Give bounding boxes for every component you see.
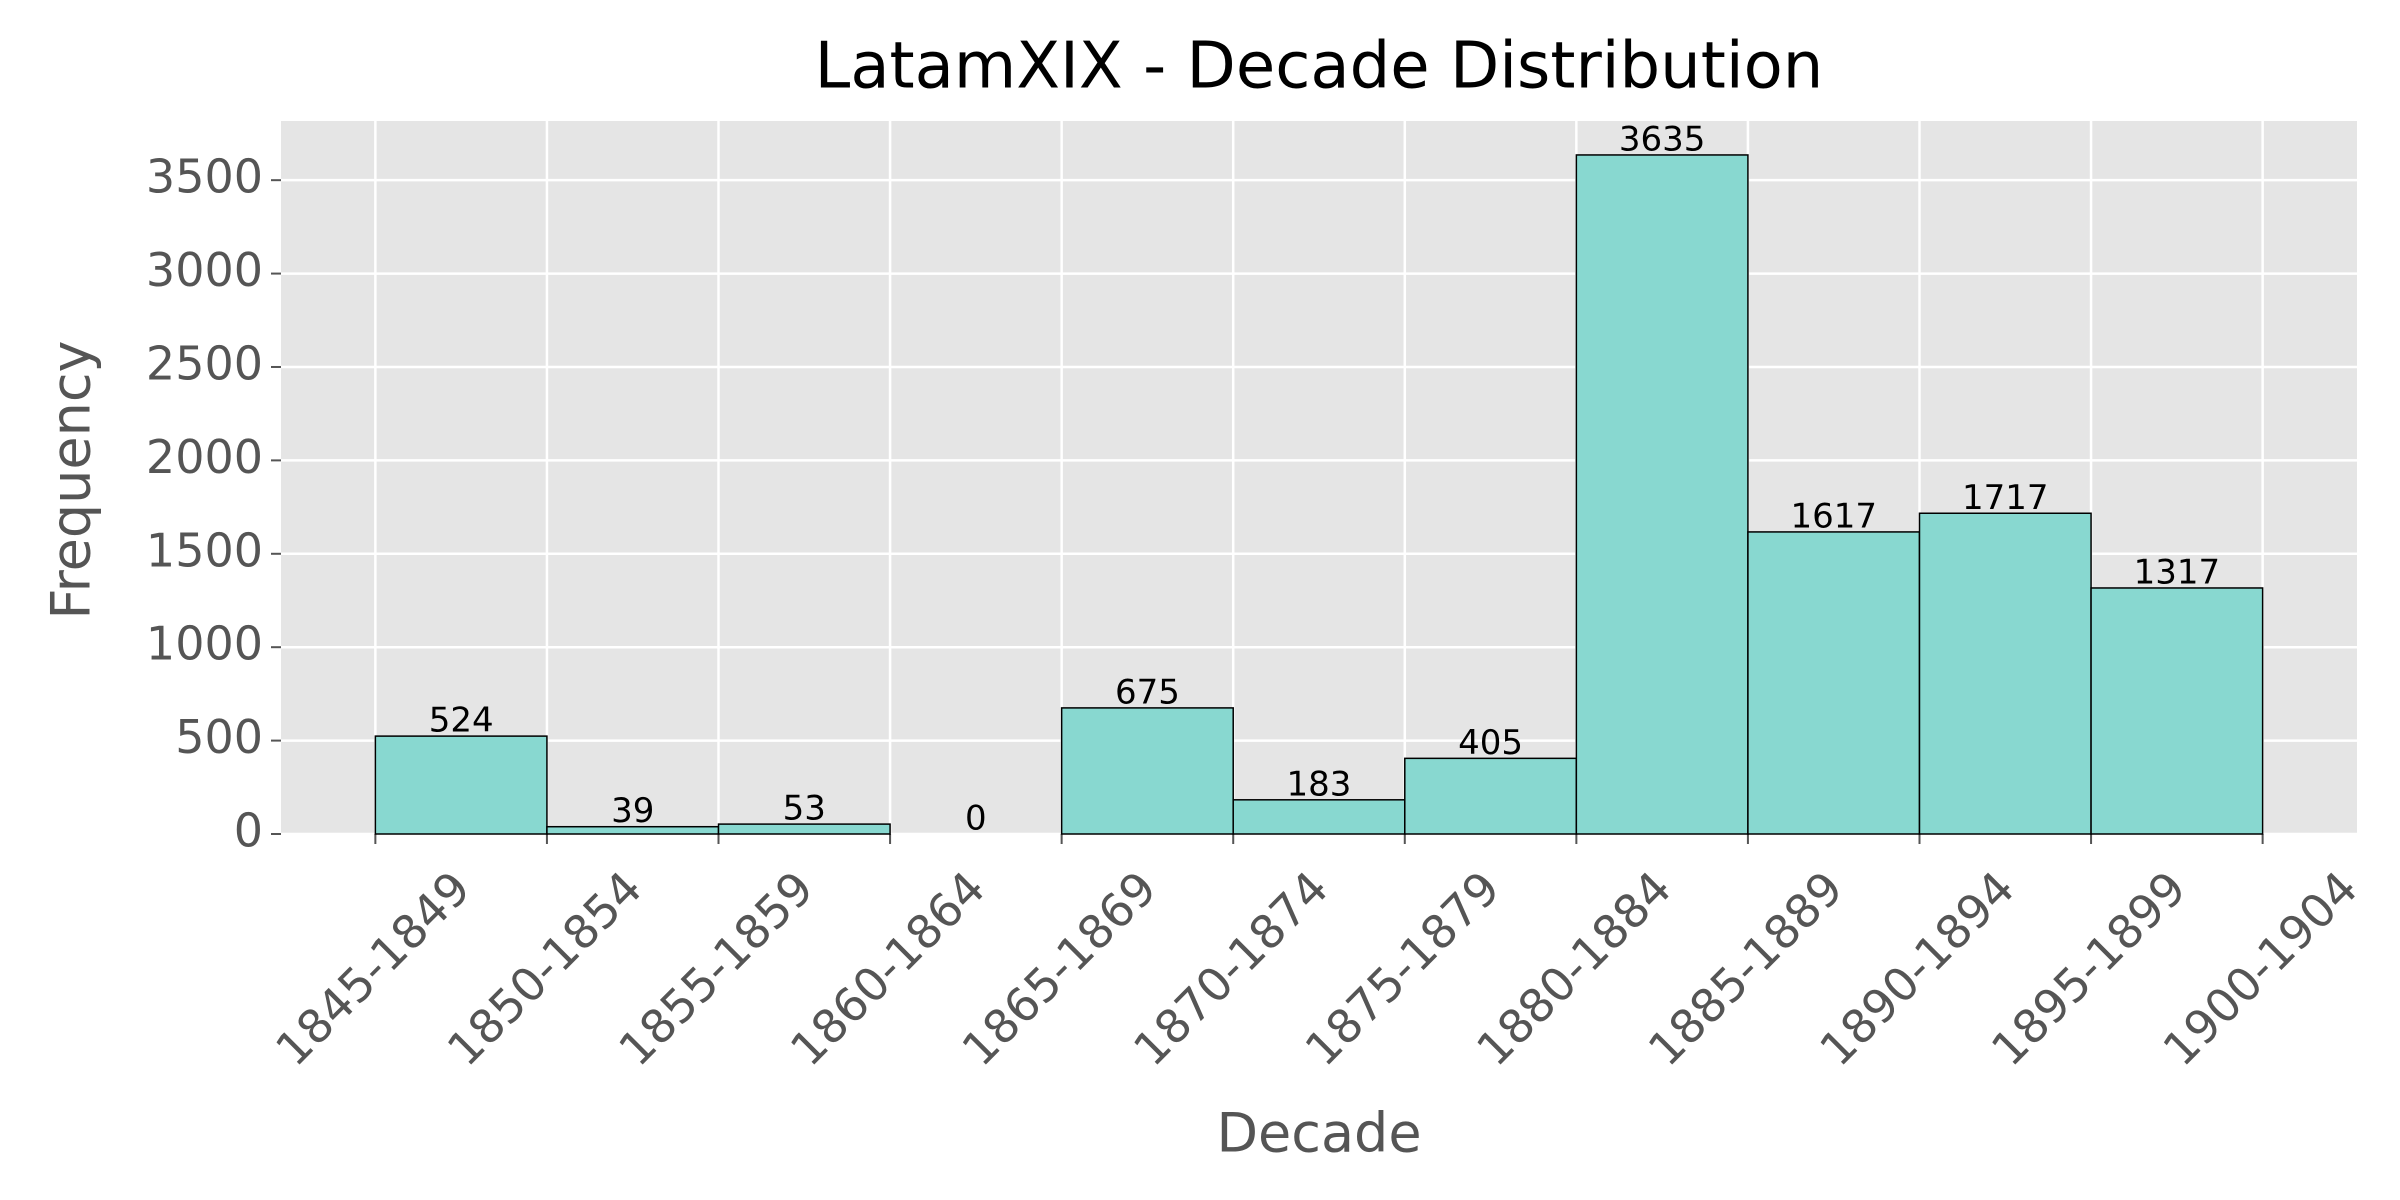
y-tick-label: 3000 xyxy=(146,243,263,297)
y-tick-label: 0 xyxy=(234,804,263,858)
y-tick-label: 1500 xyxy=(146,523,263,577)
chart-title: LatamXIX - Decade Distribution xyxy=(815,30,1824,104)
bar xyxy=(2090,587,2264,835)
data-label: 405 xyxy=(1458,723,1523,763)
bar xyxy=(1918,512,2092,835)
y-axis-label: Frequency xyxy=(40,341,103,620)
data-label: 675 xyxy=(1115,672,1180,712)
bar xyxy=(1747,531,1921,835)
data-label: 39 xyxy=(611,791,654,831)
y-tick-label: 3500 xyxy=(146,150,263,204)
data-label: 1717 xyxy=(1962,478,2049,518)
bar xyxy=(717,823,891,835)
y-tick-label: 1000 xyxy=(146,617,263,671)
data-label: 183 xyxy=(1287,764,1352,804)
bar xyxy=(1232,799,1406,835)
data-label: 1317 xyxy=(2134,552,2221,592)
data-label: 0 xyxy=(965,799,987,839)
bar xyxy=(1060,707,1234,835)
x-axis-label: Decade xyxy=(1216,1102,1421,1165)
bar xyxy=(1575,154,1749,835)
bar xyxy=(1404,757,1578,835)
y-tick-label: 500 xyxy=(175,710,263,764)
data-label: 524 xyxy=(429,701,494,741)
y-tick-label: 2000 xyxy=(146,430,263,484)
data-label: 3635 xyxy=(1619,119,1706,159)
data-label: 53 xyxy=(783,789,826,829)
bar xyxy=(374,735,548,835)
y-tick-label: 2500 xyxy=(146,336,263,390)
data-label: 1617 xyxy=(1790,496,1877,536)
